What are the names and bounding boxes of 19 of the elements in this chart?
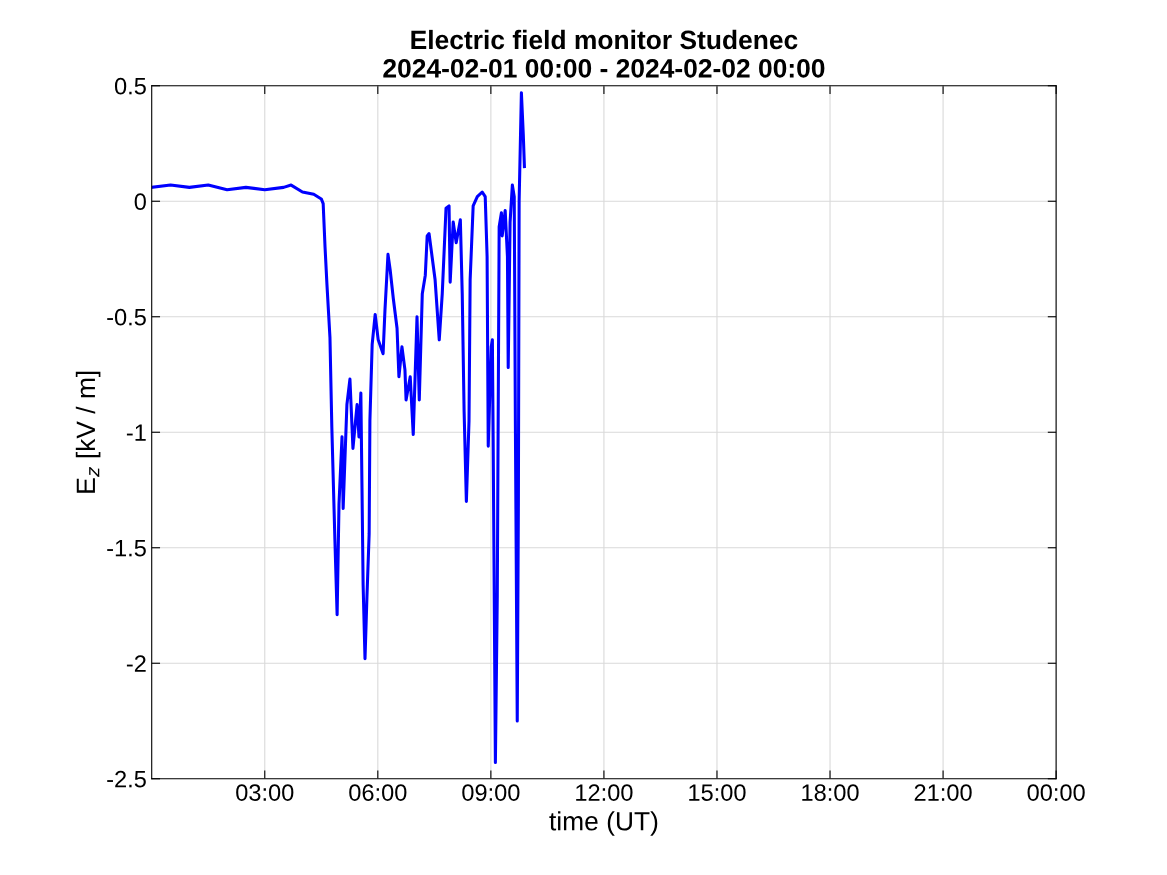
chart-title: Electric field monitor Studenec 2024-02-01 00:00 - 2024-02-02 00:00 — [383, 29, 825, 78]
y-tick-label: -2 — [126, 655, 146, 672]
y-tick-label: 0.5 — [114, 77, 146, 95]
y-tick-label: -1 — [126, 424, 146, 441]
x-tick-label: 09:00 — [462, 784, 520, 801]
y-tick-label: -1.5 — [107, 540, 146, 557]
x-tick-label: 00:00 — [1027, 784, 1085, 801]
x-axis-title: time (UT) — [549, 811, 658, 836]
x-tick-label: 18:00 — [802, 784, 859, 801]
x-tick-label: 12:00 — [576, 784, 633, 801]
y-axis-title: E$_{z}$ [kV / m] — [75, 371, 101, 493]
x-tick-label: 03:00 — [236, 784, 294, 801]
x-tick-label: 06:00 — [349, 784, 407, 801]
y-tick-label: -2.5 — [107, 770, 146, 788]
y-tick-label: 0 — [134, 193, 146, 211]
x-tick-label: 15:00 — [689, 784, 746, 801]
y-tick-label: -0.5 — [107, 308, 146, 326]
x-tick-label: 21:00 — [914, 784, 972, 801]
line-series — [151, 91, 526, 765]
